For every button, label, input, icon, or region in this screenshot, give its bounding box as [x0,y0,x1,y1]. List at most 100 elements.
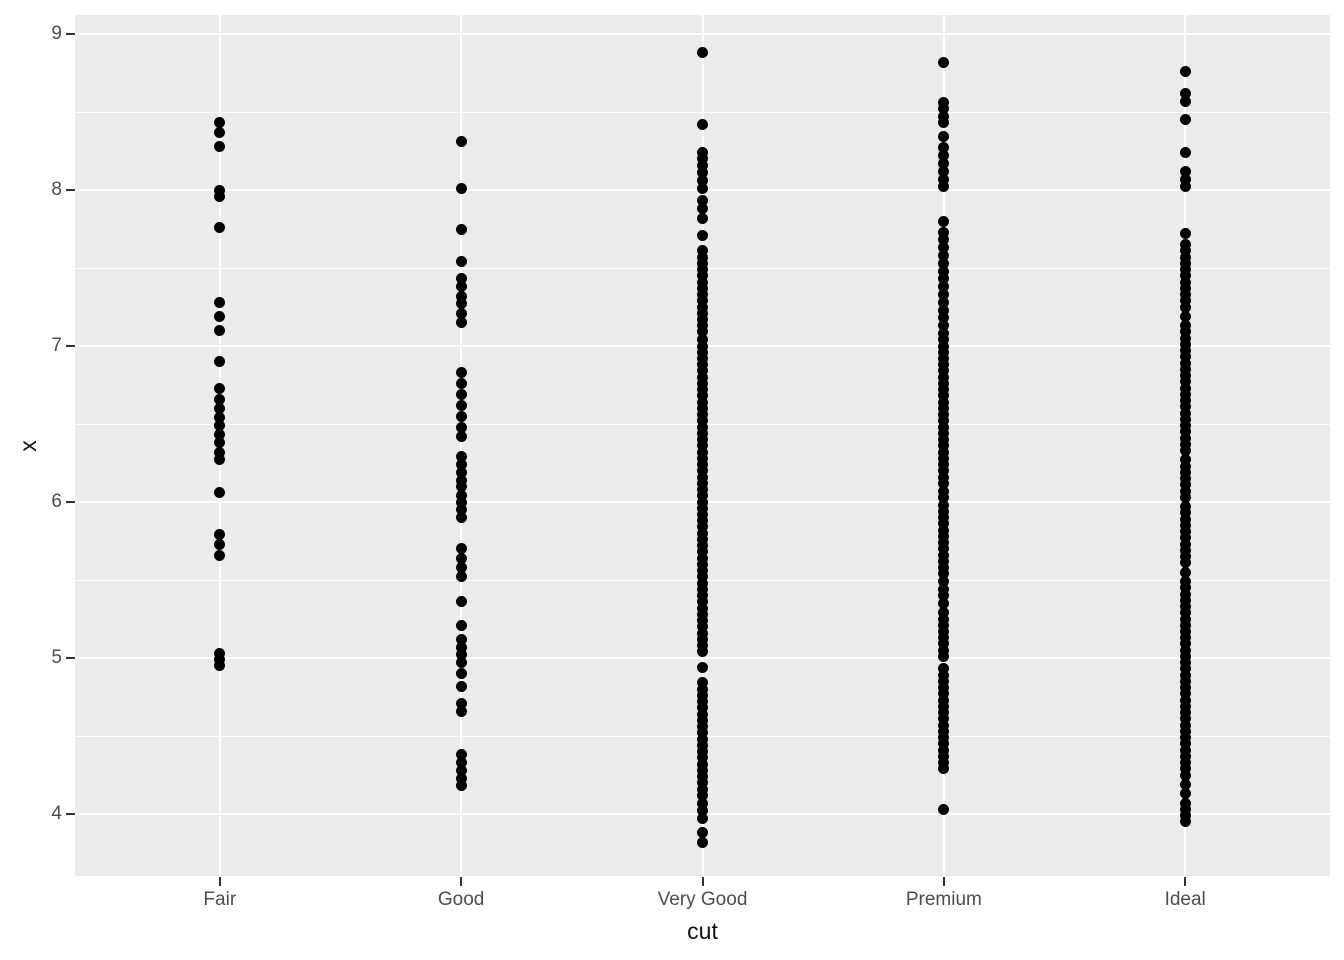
y-tick-mark [66,189,75,191]
data-point [214,538,226,550]
data-point [1179,239,1191,251]
data-point [1179,719,1191,731]
data-point [697,721,708,733]
data-point [697,471,708,483]
data-point [697,771,708,783]
data-point [455,256,467,268]
data-point [938,312,950,324]
data-point [1179,95,1191,107]
data-point [1179,420,1191,432]
data-point [455,764,467,776]
data-point [455,421,467,433]
data-point [697,752,708,764]
data-point [938,583,950,595]
data-point [938,281,950,293]
data-point [1179,582,1191,594]
data-point [697,546,708,558]
data-point [938,485,950,497]
data-point [455,596,467,608]
data-point [938,555,950,567]
data-point [1179,351,1191,363]
data-point [938,440,950,452]
data-point [455,543,467,555]
data-point [938,346,950,358]
data-point [1179,251,1191,263]
data-point [938,365,950,377]
data-point [697,377,708,389]
data-point [697,708,708,720]
data-point [938,320,950,332]
y-tick-label: 6 [51,491,62,512]
data-point [455,307,467,319]
data-point [938,359,950,371]
data-point [697,459,708,471]
data-point [1179,732,1191,744]
data-point [455,290,467,302]
data-point [455,430,467,442]
data-point [455,223,467,235]
data-point [1179,694,1191,706]
data-point [938,234,950,246]
data-point [1179,594,1191,606]
data-point [1179,663,1191,675]
data-point [697,365,708,377]
data-point [938,446,950,458]
data-point [1179,763,1191,775]
data-point [1179,669,1191,681]
data-point [455,504,467,516]
data-point [455,552,467,564]
data-point [214,429,226,441]
data-point [938,384,950,396]
data-point [1179,778,1191,790]
data-point [697,689,708,701]
data-point [1179,289,1191,301]
data-point [1179,513,1191,525]
data-point [697,409,708,421]
data-point [938,763,950,775]
data-point [697,203,708,215]
data-point [1179,310,1191,322]
data-point [938,402,950,414]
data-point [938,700,950,712]
data-point [938,738,950,750]
data-point [697,508,708,520]
data-point [697,301,708,313]
data-point [938,803,950,815]
data-point [697,434,708,446]
data-point [1179,270,1191,282]
data-point [697,276,708,288]
data-point [938,396,950,408]
data-point [938,675,950,687]
data-point [697,47,708,59]
data-point [697,515,708,527]
y-tick-mark [66,813,75,815]
data-point [697,313,708,325]
data-point [938,250,950,262]
data-point [1179,165,1191,177]
data-point [938,619,950,631]
data-point [214,529,226,541]
data-point [938,694,950,706]
x-tick-mark [460,877,463,886]
data-point [938,409,950,421]
data-point [214,324,226,336]
data-point [1179,407,1191,419]
data-point [697,540,708,552]
data-point [938,732,950,744]
data-point [938,477,950,489]
data-point [455,136,467,148]
data-point [1179,388,1191,400]
y-tick-label: 4 [51,803,62,824]
data-point [697,147,708,159]
data-point [1179,413,1191,425]
data-point [938,352,950,364]
data-point [1179,264,1191,276]
data-point [214,393,226,405]
data-point [1179,810,1191,822]
data-point [1179,725,1191,737]
data-point [697,571,708,583]
data-point [1179,345,1191,357]
data-point [938,421,950,433]
data-point [697,583,708,595]
